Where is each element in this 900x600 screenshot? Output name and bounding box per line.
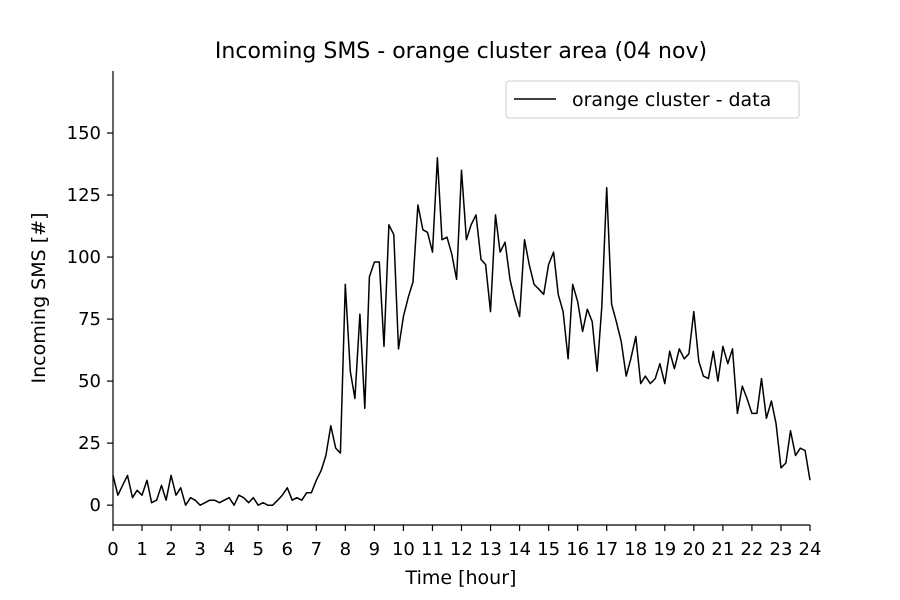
x-tick-label: 5	[252, 539, 263, 560]
x-tick-label: 21	[711, 539, 734, 560]
x-tick-label: 7	[311, 539, 322, 560]
y-tick-label: 25	[78, 433, 101, 454]
y-tick-label: 50	[78, 371, 101, 392]
x-tick-label: 3	[194, 539, 205, 560]
x-tick-label: 24	[799, 539, 822, 560]
x-tick-label: 4	[223, 539, 234, 560]
legend: orange cluster - data	[505, 80, 800, 119]
x-tick-label: 10	[392, 539, 415, 560]
x-tick-label: 12	[450, 539, 473, 560]
x-tick-label: 8	[340, 539, 351, 560]
x-tick-label: 15	[537, 539, 560, 560]
x-axis-label: Time [hour]	[405, 567, 517, 589]
x-tick-label: 1	[136, 539, 147, 560]
y-tick-label: 0	[90, 495, 101, 516]
x-tick-label: 17	[595, 539, 618, 560]
y-axis-ticks: 0 25 50 75 100 125 150	[67, 123, 113, 516]
x-tick-label: 2	[165, 539, 176, 560]
x-tick-label: 13	[479, 539, 502, 560]
chart-title: Incoming SMS - orange cluster area (04 n…	[215, 39, 707, 64]
legend-box	[505, 80, 800, 119]
y-axis-label: Incoming SMS [#]	[28, 213, 50, 384]
x-tick-label: 16	[566, 539, 589, 560]
x-tick-label: 0	[107, 539, 118, 560]
x-tick-label: 22	[740, 539, 763, 560]
x-tick-label: 23	[770, 539, 793, 560]
x-tick-label: 20	[682, 539, 705, 560]
y-tick-label: 75	[78, 309, 101, 330]
x-axis-ticks: 0 1 2 3 4 5 6 7 8 9 10 11 12 13 14 15 16 17 18 19 20 21 22 23 24	[107, 525, 821, 560]
y-tick-label: 100	[67, 247, 101, 268]
x-tick-label: 6	[282, 539, 293, 560]
x-tick-label: 11	[421, 539, 444, 560]
x-tick-label: 19	[653, 539, 676, 560]
legend-entry-label: orange cluster - data	[572, 89, 771, 111]
series-line	[112, 157, 811, 506]
y-tick-label: 150	[67, 123, 101, 144]
series-layer	[112, 157, 811, 506]
x-tick-label: 14	[508, 539, 531, 560]
x-tick-label: 18	[624, 539, 647, 560]
x-tick-label: 9	[369, 539, 380, 560]
y-tick-label: 125	[67, 185, 101, 206]
